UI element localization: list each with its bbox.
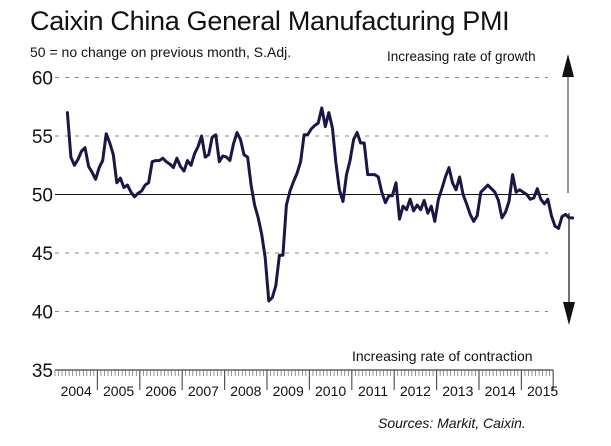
- contraction-arrow-icon: [563, 302, 575, 325]
- y-tick-label: 60: [32, 69, 53, 90]
- direction-arrows: [562, 54, 575, 325]
- y-axis-ticks: 35 40 45 50 55 60: [32, 69, 53, 383]
- series-line-pmi: [65, 106, 575, 303]
- chart-title: Caixin China General Manufacturing PMI: [30, 6, 510, 36]
- x-axis: [54, 369, 554, 390]
- grid-lines: [55, 77, 548, 312]
- growth-arrow-icon: [562, 54, 574, 77]
- x-tick-label: 2012: [400, 383, 431, 399]
- x-tick-label: 2004: [61, 383, 92, 399]
- growth-annotation: Increasing rate of growth: [387, 49, 536, 64]
- x-tick-label: 2008: [230, 383, 261, 399]
- x-axis-labels: 2004 2005 2006 2007 2008 2009 2010 2011 2012 2013…: [61, 383, 559, 399]
- x-tick-label: 2005: [103, 383, 134, 399]
- source-note: Sources: Markit, Caixin.: [378, 415, 526, 431]
- x-tick-label: 2015: [527, 383, 558, 399]
- y-tick-label: 55: [32, 127, 53, 148]
- y-tick-label: 40: [32, 303, 53, 324]
- chart-subtitle: 50 = no change on previous month, S.Adj.: [30, 44, 292, 60]
- x-tick-label: 2014: [485, 383, 516, 399]
- x-tick-label: 2010: [315, 383, 346, 399]
- x-tick-label: 2006: [145, 383, 176, 399]
- contraction-annotation: Increasing rate of contraction: [352, 348, 533, 364]
- x-tick-label: 2013: [442, 383, 473, 399]
- y-tick-label: 35: [32, 361, 53, 382]
- x-tick-label: 2011: [358, 383, 388, 399]
- x-tick-label: 2009: [273, 383, 304, 399]
- x-tick-label: 2007: [188, 383, 219, 399]
- y-tick-label: 45: [32, 244, 53, 265]
- y-tick-label: 50: [32, 186, 53, 207]
